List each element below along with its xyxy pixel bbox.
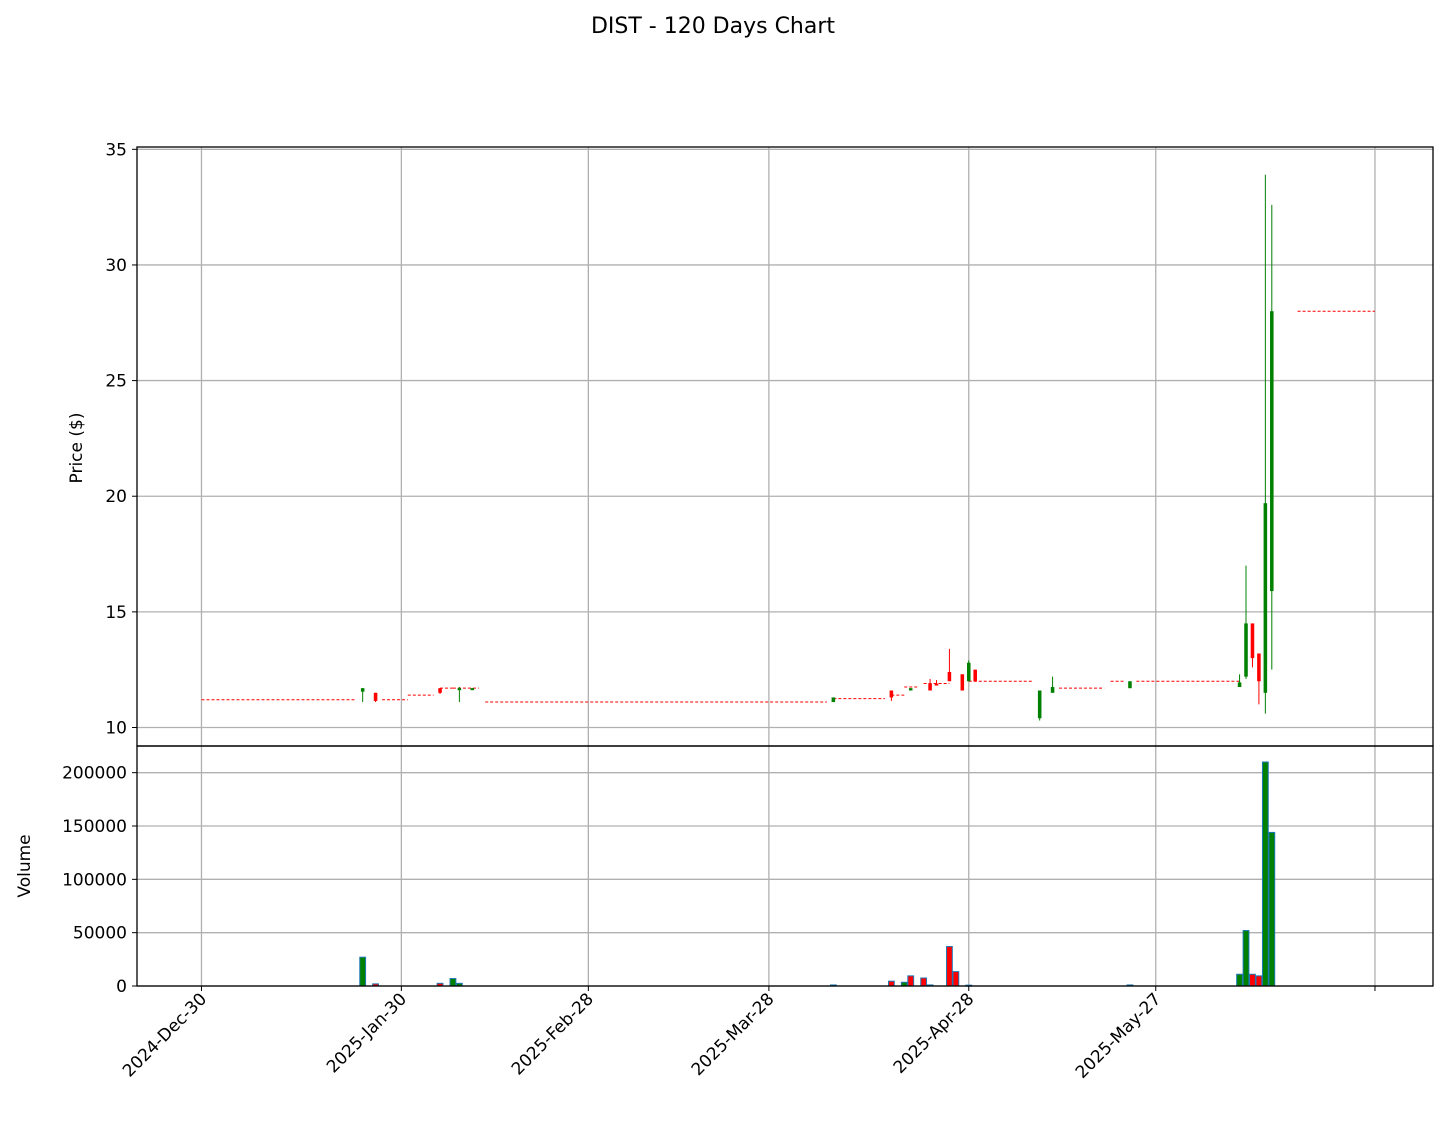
volume-panel-frame: [136, 745, 1434, 987]
candle-body: [1050, 687, 1055, 693]
price-y-tick-label: 25: [105, 372, 127, 392]
candle-body: [928, 683, 932, 691]
volume-bar: [449, 978, 457, 987]
candle-body: [457, 688, 462, 691]
candle-body: [360, 688, 365, 692]
volume-bar: [1249, 973, 1256, 987]
candlestick: [889, 690, 894, 701]
x-tick-label: 2024-Dec-30: [119, 989, 211, 1081]
candlestick: [928, 678, 932, 691]
x-tick-label: 2025-Apr-28: [890, 989, 978, 1077]
price-y-tick-label: 30: [105, 256, 127, 276]
x-tick-label: 2025-Jan-30: [323, 989, 411, 1077]
price-y-axis: 10 15 20 25 30 35: [105, 140, 137, 738]
volume-bar: [1242, 930, 1250, 987]
candle-body: [947, 671, 952, 682]
candle-body: [1270, 311, 1274, 592]
candlestick: [1244, 565, 1248, 679]
volume-bar: [1268, 831, 1276, 987]
price-y-tick-label: 10: [105, 718, 127, 738]
candlestick: [1270, 204, 1274, 670]
volume-bar: [887, 980, 895, 987]
volume-bar: [359, 956, 367, 987]
candle-body: [373, 692, 378, 701]
candle-body: [1037, 690, 1042, 719]
candle-body: [889, 690, 894, 698]
volume-bar: [1255, 975, 1263, 987]
volume-y-tick-label: 100000: [62, 870, 127, 890]
candle-body: [1257, 653, 1261, 682]
candlestick: [1237, 674, 1242, 688]
candlestick: [360, 688, 365, 703]
volume-bars: [359, 761, 1276, 987]
candlestick: [1263, 174, 1268, 714]
price-grid: [137, 147, 1433, 746]
volume-y-tick-label: 150000: [62, 817, 127, 837]
date-x-axis: 2024-Dec-30 2025-Jan-30 2025-Feb-28 2025-Ma…: [119, 986, 1376, 1083]
candle-body: [831, 697, 836, 703]
candlestick: [831, 697, 836, 703]
x-tick-label: 2025-May-27: [1072, 989, 1165, 1082]
price-y-tick-label: 20: [105, 487, 127, 507]
price-y-tick-label: 35: [105, 140, 127, 160]
candle-body: [470, 688, 475, 691]
candle-body: [966, 662, 971, 682]
price-y-axis-label: Price ($): [67, 413, 87, 484]
volume-y-axis-label: Volume: [15, 834, 35, 897]
candle-body: [1128, 681, 1132, 689]
candlestick: [457, 687, 462, 703]
candlestick: [1050, 676, 1055, 693]
candlestick: [1250, 623, 1255, 668]
price-y-tick-label: 15: [105, 603, 127, 623]
candle-body: [1263, 503, 1268, 693]
candlestick: [960, 674, 965, 691]
x-tick-label: 2025-Mar-28: [688, 989, 779, 1080]
volume-grid: [137, 746, 1433, 987]
candlestick: [438, 688, 442, 694]
candlestick: [373, 692, 378, 703]
candle-body: [960, 674, 965, 691]
price-panel-frame: [136, 146, 1434, 747]
volume-bar: [907, 975, 915, 987]
candlestick: [470, 688, 475, 691]
candlestick: [1257, 653, 1261, 705]
candlestick: [966, 660, 971, 682]
candle-body: [1244, 623, 1248, 677]
volume-y-tick-label: 200000: [62, 764, 127, 784]
candlestick: [1128, 681, 1132, 689]
volume-y-tick-label: 0: [116, 977, 127, 997]
candlestick: [908, 688, 913, 691]
volume-bar: [1236, 973, 1243, 987]
chart-title: DIST - 120 Days Chart: [591, 14, 835, 39]
candle-body: [438, 688, 442, 693]
candle-body: [1250, 623, 1255, 659]
candle-body: [1237, 682, 1242, 688]
candlestick: [1037, 690, 1042, 721]
volume-y-axis: 0 50000 100000 150000 200000: [62, 764, 137, 997]
candlestick: [934, 680, 939, 686]
flat-price-segments: [201, 310, 1375, 703]
x-tick-label: 2025-Feb-28: [508, 989, 598, 1079]
candlestick: [947, 648, 952, 682]
volume-bar: [920, 977, 928, 987]
candlestick-series: [360, 174, 1274, 721]
volume-bar: [952, 971, 960, 987]
candle-body: [973, 669, 977, 682]
candle-body: [908, 688, 913, 691]
volume-bar: [1261, 761, 1269, 987]
candlestick: [973, 669, 977, 682]
candle-body: [934, 683, 939, 686]
volume-y-tick-label: 50000: [73, 924, 127, 944]
volume-bar: [946, 946, 953, 987]
